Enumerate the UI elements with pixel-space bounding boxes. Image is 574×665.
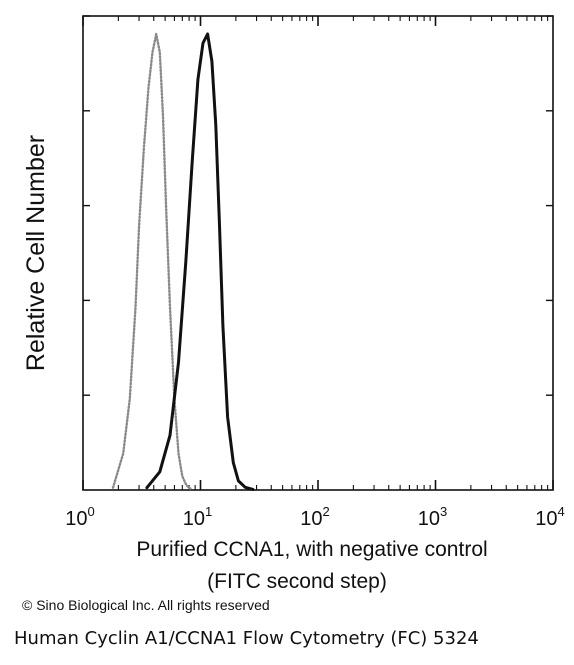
axes	[82, 15, 554, 491]
y-axis-title: Relative Cell Number	[22, 135, 50, 371]
figure-caption: Human Cyclin A1/CCNA1 Flow Cytometry (FC…	[14, 628, 479, 649]
copyright-notice: © Sino Biological Inc. All rights reserv…	[22, 597, 270, 613]
series-layer	[111, 32, 255, 491]
x-axis-title-line2: (FITC second step)	[207, 570, 387, 593]
x-tick-labels: 100 101 102 103 104	[65, 504, 564, 530]
x-axis-title-line1: Purified CCNA1, with negative control	[136, 538, 487, 561]
x-tick-label: 101	[183, 504, 212, 530]
x-tick-label: 103	[418, 504, 447, 530]
x-tick-label: 100	[65, 504, 94, 530]
x-tick-label: 102	[300, 504, 329, 530]
x-tick-label: 104	[535, 504, 564, 530]
flow-histogram-chart: 100 101 102 103 104 Purified CCNA1, with neg…	[22, 15, 565, 593]
plot-frame	[82, 15, 554, 491]
ccna1-histogram	[145, 32, 255, 491]
negative-control-histogram	[111, 32, 192, 490]
